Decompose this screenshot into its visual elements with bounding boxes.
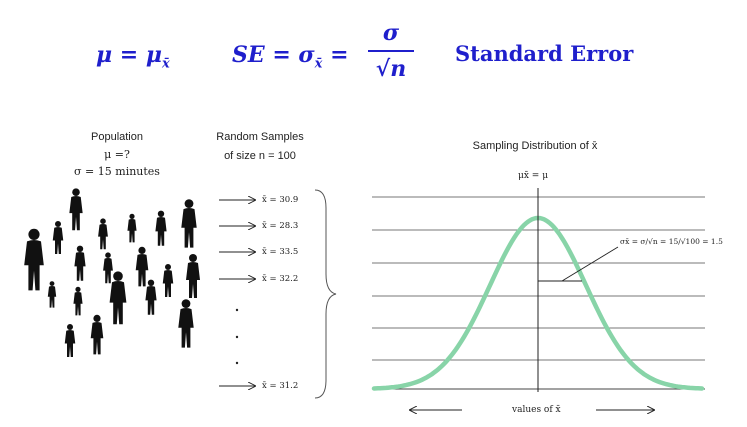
person-silhouette [73,286,83,316]
person-silhouette [90,314,104,355]
person-silhouette [135,246,149,287]
population-title: Population [91,131,143,143]
person-silhouette [127,213,137,243]
se-leader [561,246,619,282]
samples-title: Random Samples [216,131,304,143]
person-silhouette [103,252,113,284]
person-silhouette [98,218,108,250]
fraction-denominator: √n [375,56,407,82]
sample-value: x̄ = 30.9 [262,195,299,205]
sample-value: x̄ = 32.2 [262,274,299,284]
population-silhouettes [24,188,200,357]
person-silhouette [155,210,167,246]
samples-size: of size n = 100 [224,150,296,162]
center-label: μx̄ = μ [518,171,549,181]
person-silhouette [181,199,197,248]
formula-mean-sub: x̄ [161,56,170,72]
samples-brace [314,189,337,399]
person-silhouette [69,188,83,231]
formula-label: Standard Error [455,41,634,66]
sample-value: x̄ = 31.2 [262,381,299,391]
fraction-numerator: σ [382,20,400,46]
sample-arrows [219,200,255,386]
person-silhouette [64,324,76,357]
person-silhouette [74,245,86,281]
person-silhouette [47,281,57,308]
formula-fraction: σ √n [368,18,414,84]
person-silhouette [109,271,127,325]
sample-ellipsis [235,308,239,365]
formula-mean: μ = μx̄ [96,42,170,71]
x-axis-label: values of x̄ [512,405,561,415]
sample-value: x̄ = 28.3 [262,221,299,231]
person-silhouette [186,254,200,298]
sample-value: x̄ = 33.5 [262,247,299,257]
person-silhouette [145,279,157,315]
formula-se-sub: x̄ [314,56,323,72]
formula-mean-text: μ = μ [96,42,162,68]
person-silhouette [24,228,44,291]
fraction-bar [368,50,414,52]
formula-se-text: SE = σ [232,42,315,68]
person-silhouette [178,299,194,348]
population-mu: μ =? [104,148,130,161]
distribution-title: Sampling Distribution of x̄ [472,140,598,152]
population-sigma: σ = 15 minutes [74,165,160,178]
formula-se: SE = σx̄ = [232,42,349,71]
formula-se-eq: = [322,42,349,68]
person-silhouette [162,264,174,297]
person-silhouette [52,221,64,254]
se-annotation: σx̄ = σ/√n = 15/√100 = 1.5 [620,237,723,246]
